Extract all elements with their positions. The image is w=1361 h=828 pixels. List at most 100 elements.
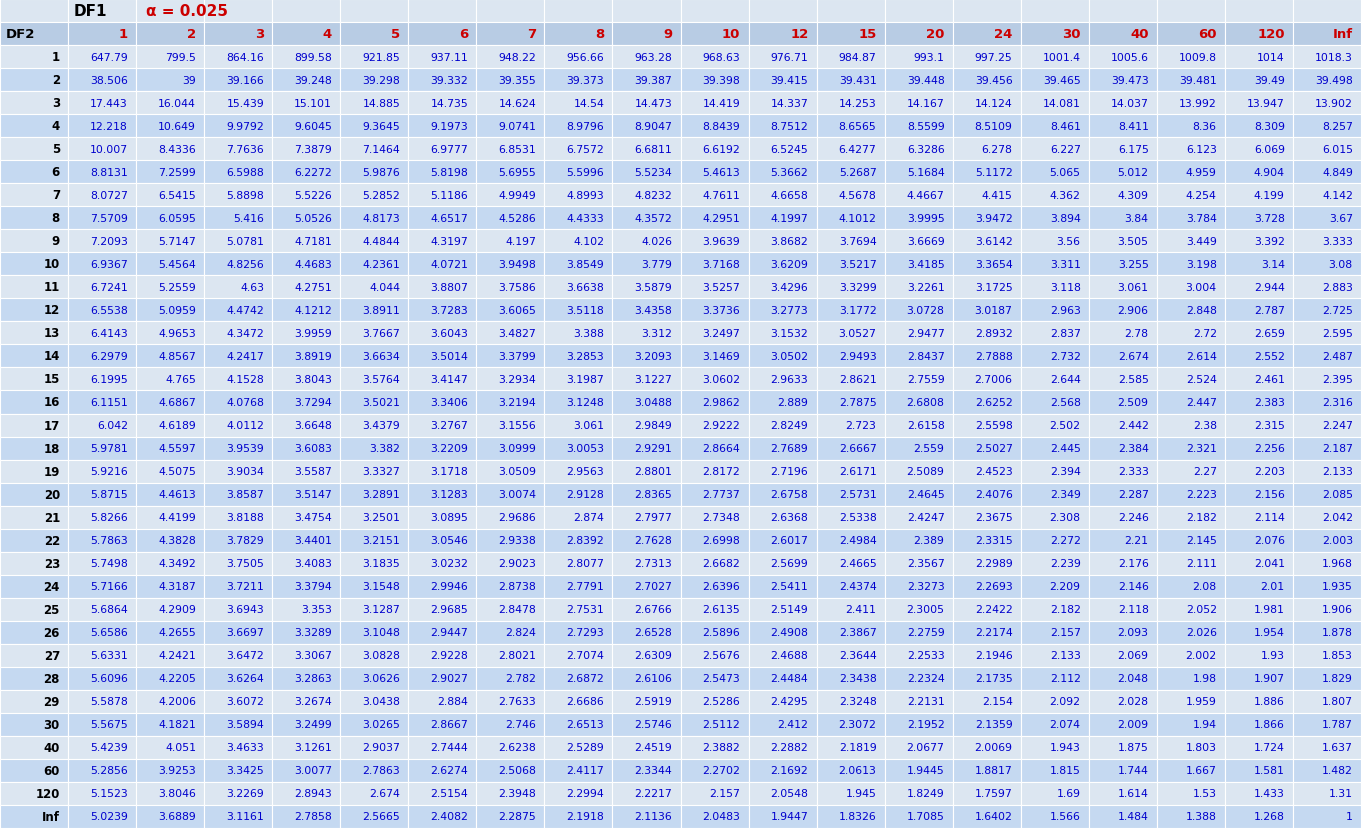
Text: 3.0527: 3.0527 (838, 329, 876, 339)
Bar (953, 92, 1021, 115)
Text: 6.9367: 6.9367 (90, 259, 128, 269)
Text: 2.2875: 2.2875 (498, 811, 536, 821)
Text: 60: 60 (44, 764, 60, 777)
Bar (885, 437, 953, 460)
Text: 5.6864: 5.6864 (90, 604, 128, 614)
Text: 6.4277: 6.4277 (838, 145, 876, 155)
Bar (749, 759, 817, 782)
Bar (544, 276, 612, 299)
Text: 5.065: 5.065 (1049, 167, 1081, 177)
Bar (340, 575, 408, 598)
Bar (0, 184, 68, 207)
Bar (953, 345, 1021, 368)
Text: 5.8266: 5.8266 (90, 513, 128, 522)
Text: 2.7858: 2.7858 (294, 811, 332, 821)
Bar (408, 667, 476, 690)
Bar (476, 230, 544, 253)
Bar (68, 460, 136, 483)
Text: 3.8807: 3.8807 (430, 282, 468, 292)
Text: 6.8531: 6.8531 (498, 145, 536, 155)
Text: 2.2217: 2.2217 (634, 788, 672, 798)
Text: 4.3197: 4.3197 (430, 237, 468, 247)
Bar (544, 759, 612, 782)
Text: 3.9639: 3.9639 (702, 237, 740, 247)
Bar (272, 322, 340, 345)
Text: 5.4564: 5.4564 (158, 259, 196, 269)
Bar (1293, 230, 1361, 253)
Bar (1089, 46, 1157, 69)
Text: 10: 10 (44, 258, 60, 271)
Bar (1293, 253, 1361, 276)
Text: 1.9447: 1.9447 (770, 811, 808, 821)
Bar (1021, 506, 1089, 529)
Bar (136, 644, 204, 667)
Text: 3.2863: 3.2863 (294, 673, 332, 683)
Text: 4.1528: 4.1528 (226, 374, 264, 384)
Text: 4.309: 4.309 (1117, 190, 1149, 200)
Text: 3.0232: 3.0232 (430, 559, 468, 569)
Bar (272, 161, 340, 184)
Bar (1293, 529, 1361, 552)
Bar (408, 483, 476, 506)
Text: 4.102: 4.102 (573, 237, 604, 247)
Text: 14.253: 14.253 (838, 99, 876, 108)
Text: 2.6682: 2.6682 (702, 559, 740, 569)
Bar (136, 713, 204, 736)
Bar (1293, 0, 1361, 23)
Bar (272, 644, 340, 667)
Bar (680, 299, 749, 322)
Bar (68, 506, 136, 529)
Bar (544, 46, 612, 69)
Text: 8.9047: 8.9047 (634, 122, 672, 132)
Text: 2.092: 2.092 (1049, 696, 1081, 706)
Text: 2.2324: 2.2324 (906, 673, 945, 683)
Text: 8.36: 8.36 (1192, 122, 1217, 132)
Bar (68, 207, 136, 230)
Text: 2.0069: 2.0069 (974, 743, 1013, 753)
Text: 1.388: 1.388 (1185, 811, 1217, 821)
Bar (476, 92, 544, 115)
Bar (204, 207, 272, 230)
Bar (885, 69, 953, 92)
Bar (204, 506, 272, 529)
Text: 1.968: 1.968 (1322, 559, 1353, 569)
Bar (204, 529, 272, 552)
Bar (0, 161, 68, 184)
Bar (612, 253, 680, 276)
Bar (1293, 598, 1361, 621)
Bar (68, 575, 136, 598)
Bar (1089, 805, 1157, 828)
Text: 3.6072: 3.6072 (226, 696, 264, 706)
Bar (408, 46, 476, 69)
Text: 2.3948: 2.3948 (498, 788, 536, 798)
Text: 3.1227: 3.1227 (634, 374, 672, 384)
Bar (749, 276, 817, 299)
Text: 3.5147: 3.5147 (294, 489, 332, 499)
Bar (1089, 690, 1157, 713)
Text: 5.4239: 5.4239 (90, 743, 128, 753)
Bar (1021, 138, 1089, 161)
Text: 5.2559: 5.2559 (158, 282, 196, 292)
Bar (136, 368, 204, 391)
Bar (340, 230, 408, 253)
Bar (204, 805, 272, 828)
Text: 3.7211: 3.7211 (226, 581, 264, 591)
Text: 2.1819: 2.1819 (838, 743, 876, 753)
Bar (136, 0, 204, 23)
Bar (817, 276, 885, 299)
Text: 4.849: 4.849 (1322, 167, 1353, 177)
Bar (680, 552, 749, 575)
Text: 1.853: 1.853 (1322, 651, 1353, 661)
Text: 2.5665: 2.5665 (362, 811, 400, 821)
Text: 2.8621: 2.8621 (838, 374, 876, 384)
Text: 2.7863: 2.7863 (362, 766, 400, 776)
Text: 2.8932: 2.8932 (974, 329, 1013, 339)
Text: 2.146: 2.146 (1117, 581, 1149, 591)
Bar (749, 253, 817, 276)
Text: 2.389: 2.389 (913, 536, 945, 546)
Text: 1.268: 1.268 (1253, 811, 1285, 821)
Text: 6.042: 6.042 (97, 421, 128, 431)
Text: 11: 11 (44, 281, 60, 294)
Text: 2.154: 2.154 (981, 696, 1013, 706)
Text: 3.7168: 3.7168 (702, 259, 740, 269)
